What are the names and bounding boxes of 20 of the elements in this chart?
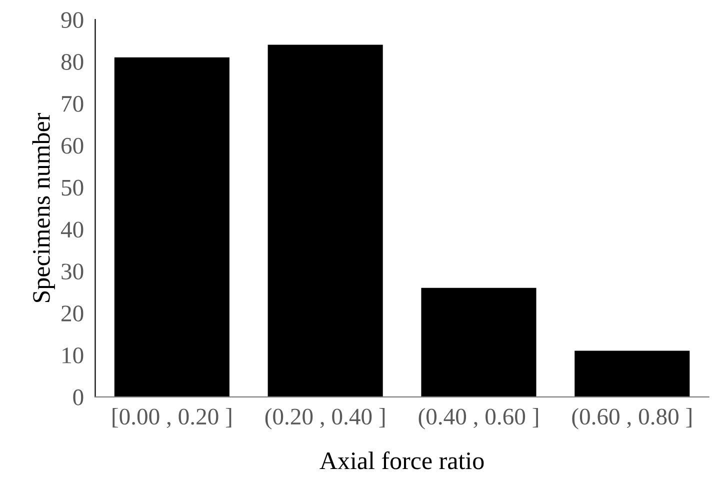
x-tick-label: [0.00 , 0.20 ] — [112, 408, 232, 428]
y-tick-label: 70 — [62, 96, 84, 112]
y-tick-label: 10 — [62, 347, 84, 364]
y-tick-label: 60 — [62, 138, 84, 154]
y-tick-label: 80 — [61, 54, 84, 70]
y-tick-label: 40 — [60, 222, 84, 238]
bar — [421, 288, 536, 397]
y-tick-label: 20 — [62, 306, 84, 322]
x-tick-label: (0.60 , 0.80 ] — [572, 408, 692, 430]
y-tick-label: 0 — [73, 389, 84, 406]
bar — [268, 44, 383, 397]
y-tick-label: 90 — [61, 12, 84, 28]
x-tick-label: (0.40 , 0.60 ] — [418, 408, 538, 430]
x-axis-title: Axial force ratio — [320, 451, 484, 470]
bar — [114, 57, 230, 397]
y-tick-label: 30 — [62, 264, 84, 280]
y-tick-label: 50 — [62, 180, 84, 196]
x-tick-label: (0.20 , 0.40 ] — [265, 408, 385, 430]
y-axis-title: Specimens number — [32, 113, 55, 302]
bar — [574, 350, 690, 397]
